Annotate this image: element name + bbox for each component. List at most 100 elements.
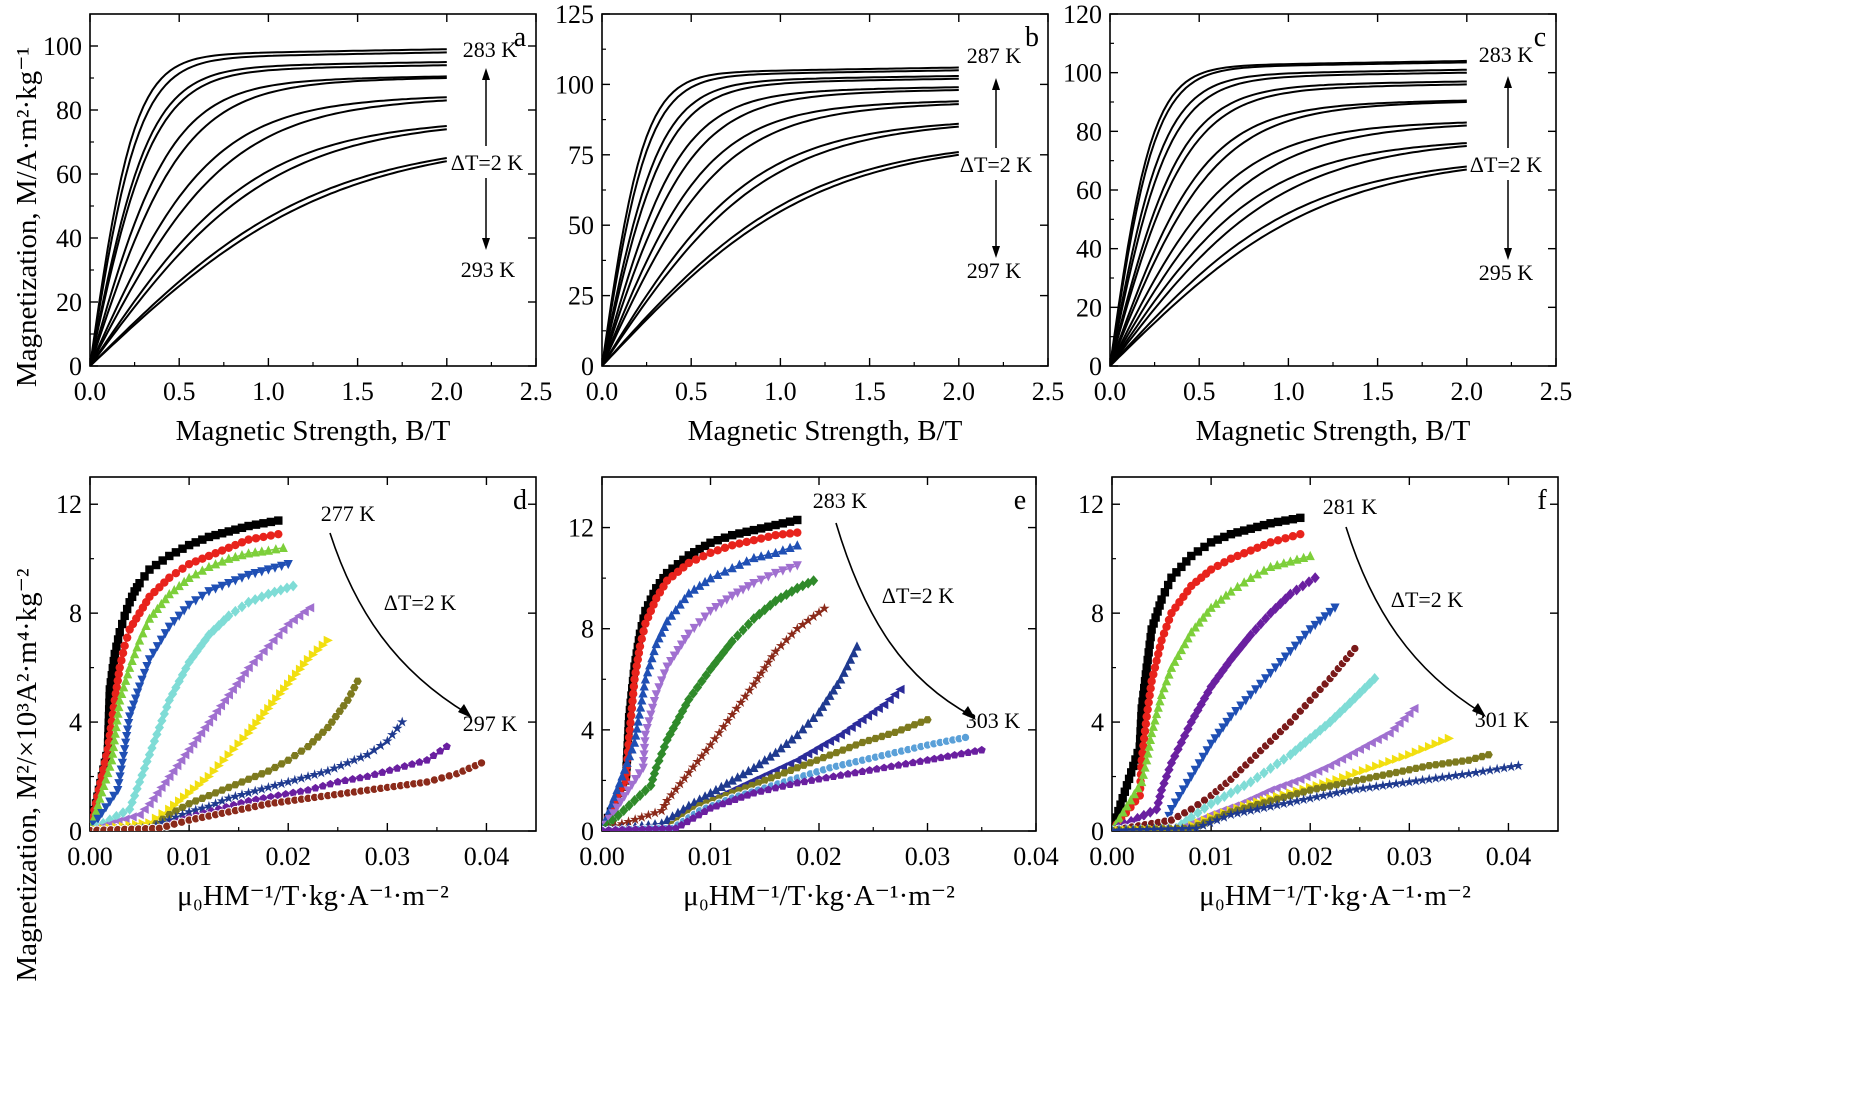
data-point (120, 611, 129, 621)
data-point (1271, 799, 1283, 810)
data-point (771, 530, 780, 540)
data-point (1145, 734, 1156, 744)
data-point (104, 705, 114, 714)
data-point (775, 640, 787, 651)
data-point (125, 662, 135, 672)
data-point (677, 820, 686, 829)
data-point (1296, 529, 1305, 539)
data-point (1162, 823, 1174, 831)
data-point (843, 769, 852, 778)
x-tick-label: 1.0 (252, 377, 285, 406)
data-point (109, 791, 119, 801)
data-point (349, 754, 360, 765)
x-axis-title: μ₀HM⁻¹/T·kg·A⁻¹·m⁻² (1199, 880, 1471, 912)
data-point (172, 761, 182, 771)
data-point (148, 608, 159, 618)
data-point (923, 756, 932, 764)
data-point (137, 769, 147, 781)
data-point (1214, 670, 1224, 682)
data-point (749, 579, 759, 589)
data-point (646, 606, 656, 616)
y-tick-label: 80 (1076, 117, 1102, 146)
data-point (628, 689, 638, 699)
data-point (1210, 734, 1220, 744)
data-point (123, 725, 133, 735)
data-point (1236, 701, 1246, 711)
data-point (640, 674, 651, 684)
data-point (197, 565, 207, 575)
data-point (1126, 815, 1136, 827)
data-point (179, 606, 189, 616)
data-point (1305, 732, 1315, 744)
x-tick-label: 0.0 (1094, 377, 1127, 406)
annotation-bottom-temp: 297 K (967, 258, 1022, 283)
data-point (258, 646, 268, 656)
plot-frame (89, 13, 537, 367)
data-point (1164, 615, 1174, 625)
magnetization-curve (602, 69, 959, 366)
data-point (695, 544, 704, 554)
panel-c: 0.0 0.5 1.0 1.5 2.0 2.5 0 20 40 60 80 100 120 Magneti… (1063, 0, 1572, 447)
data-point (894, 761, 903, 769)
data-point (299, 607, 309, 617)
data-point (604, 826, 613, 831)
data-point (792, 540, 802, 550)
data-point (737, 793, 746, 801)
data-point (1285, 796, 1296, 807)
data-point (665, 824, 674, 831)
data-point (770, 568, 781, 579)
data-point (1116, 800, 1125, 809)
data-point (652, 584, 661, 593)
data-point (1319, 783, 1328, 792)
data-point (323, 635, 333, 646)
data-point (713, 536, 722, 545)
data-point (1199, 693, 1210, 704)
data-point (785, 758, 795, 769)
y-tick-label: 0 (69, 352, 82, 381)
data-point (211, 706, 222, 716)
data-point (184, 600, 194, 611)
data-point (792, 561, 802, 571)
data-point (106, 678, 116, 687)
data-point (728, 541, 737, 550)
data-point (649, 697, 660, 707)
data-point (630, 675, 639, 684)
data-layer (90, 48, 447, 366)
data-point (623, 816, 634, 827)
x-tick-label: 0.02 (1287, 842, 1333, 871)
data-point (198, 554, 207, 563)
data-point (646, 595, 656, 604)
magnetization-curve (1110, 121, 1467, 366)
data-point (1184, 822, 1195, 831)
data-point (109, 656, 118, 666)
data-point (785, 517, 795, 526)
data-point (1133, 783, 1143, 793)
data-point (184, 744, 194, 754)
data-point (152, 728, 162, 740)
data-point (765, 599, 775, 611)
data-point (210, 584, 221, 594)
data-point (1246, 572, 1256, 582)
data-point (1216, 594, 1226, 604)
data-point (740, 691, 751, 701)
data-point (1290, 641, 1300, 651)
data-point (763, 572, 773, 582)
data-point (115, 695, 125, 705)
data-point (680, 635, 690, 645)
data-point (1233, 551, 1242, 561)
data-point (127, 655, 137, 666)
data-point (1239, 780, 1249, 792)
data-point (179, 576, 189, 587)
data-point (204, 791, 214, 800)
data-point (749, 552, 759, 563)
data-point (645, 660, 655, 670)
data-point (191, 596, 201, 606)
data-point (654, 633, 664, 643)
data-point (392, 722, 403, 733)
data-point (1372, 761, 1382, 771)
data-point (1330, 711, 1340, 723)
data-point (778, 545, 788, 555)
data-point (1288, 532, 1298, 541)
data-point (169, 617, 179, 627)
data-point (871, 734, 880, 743)
